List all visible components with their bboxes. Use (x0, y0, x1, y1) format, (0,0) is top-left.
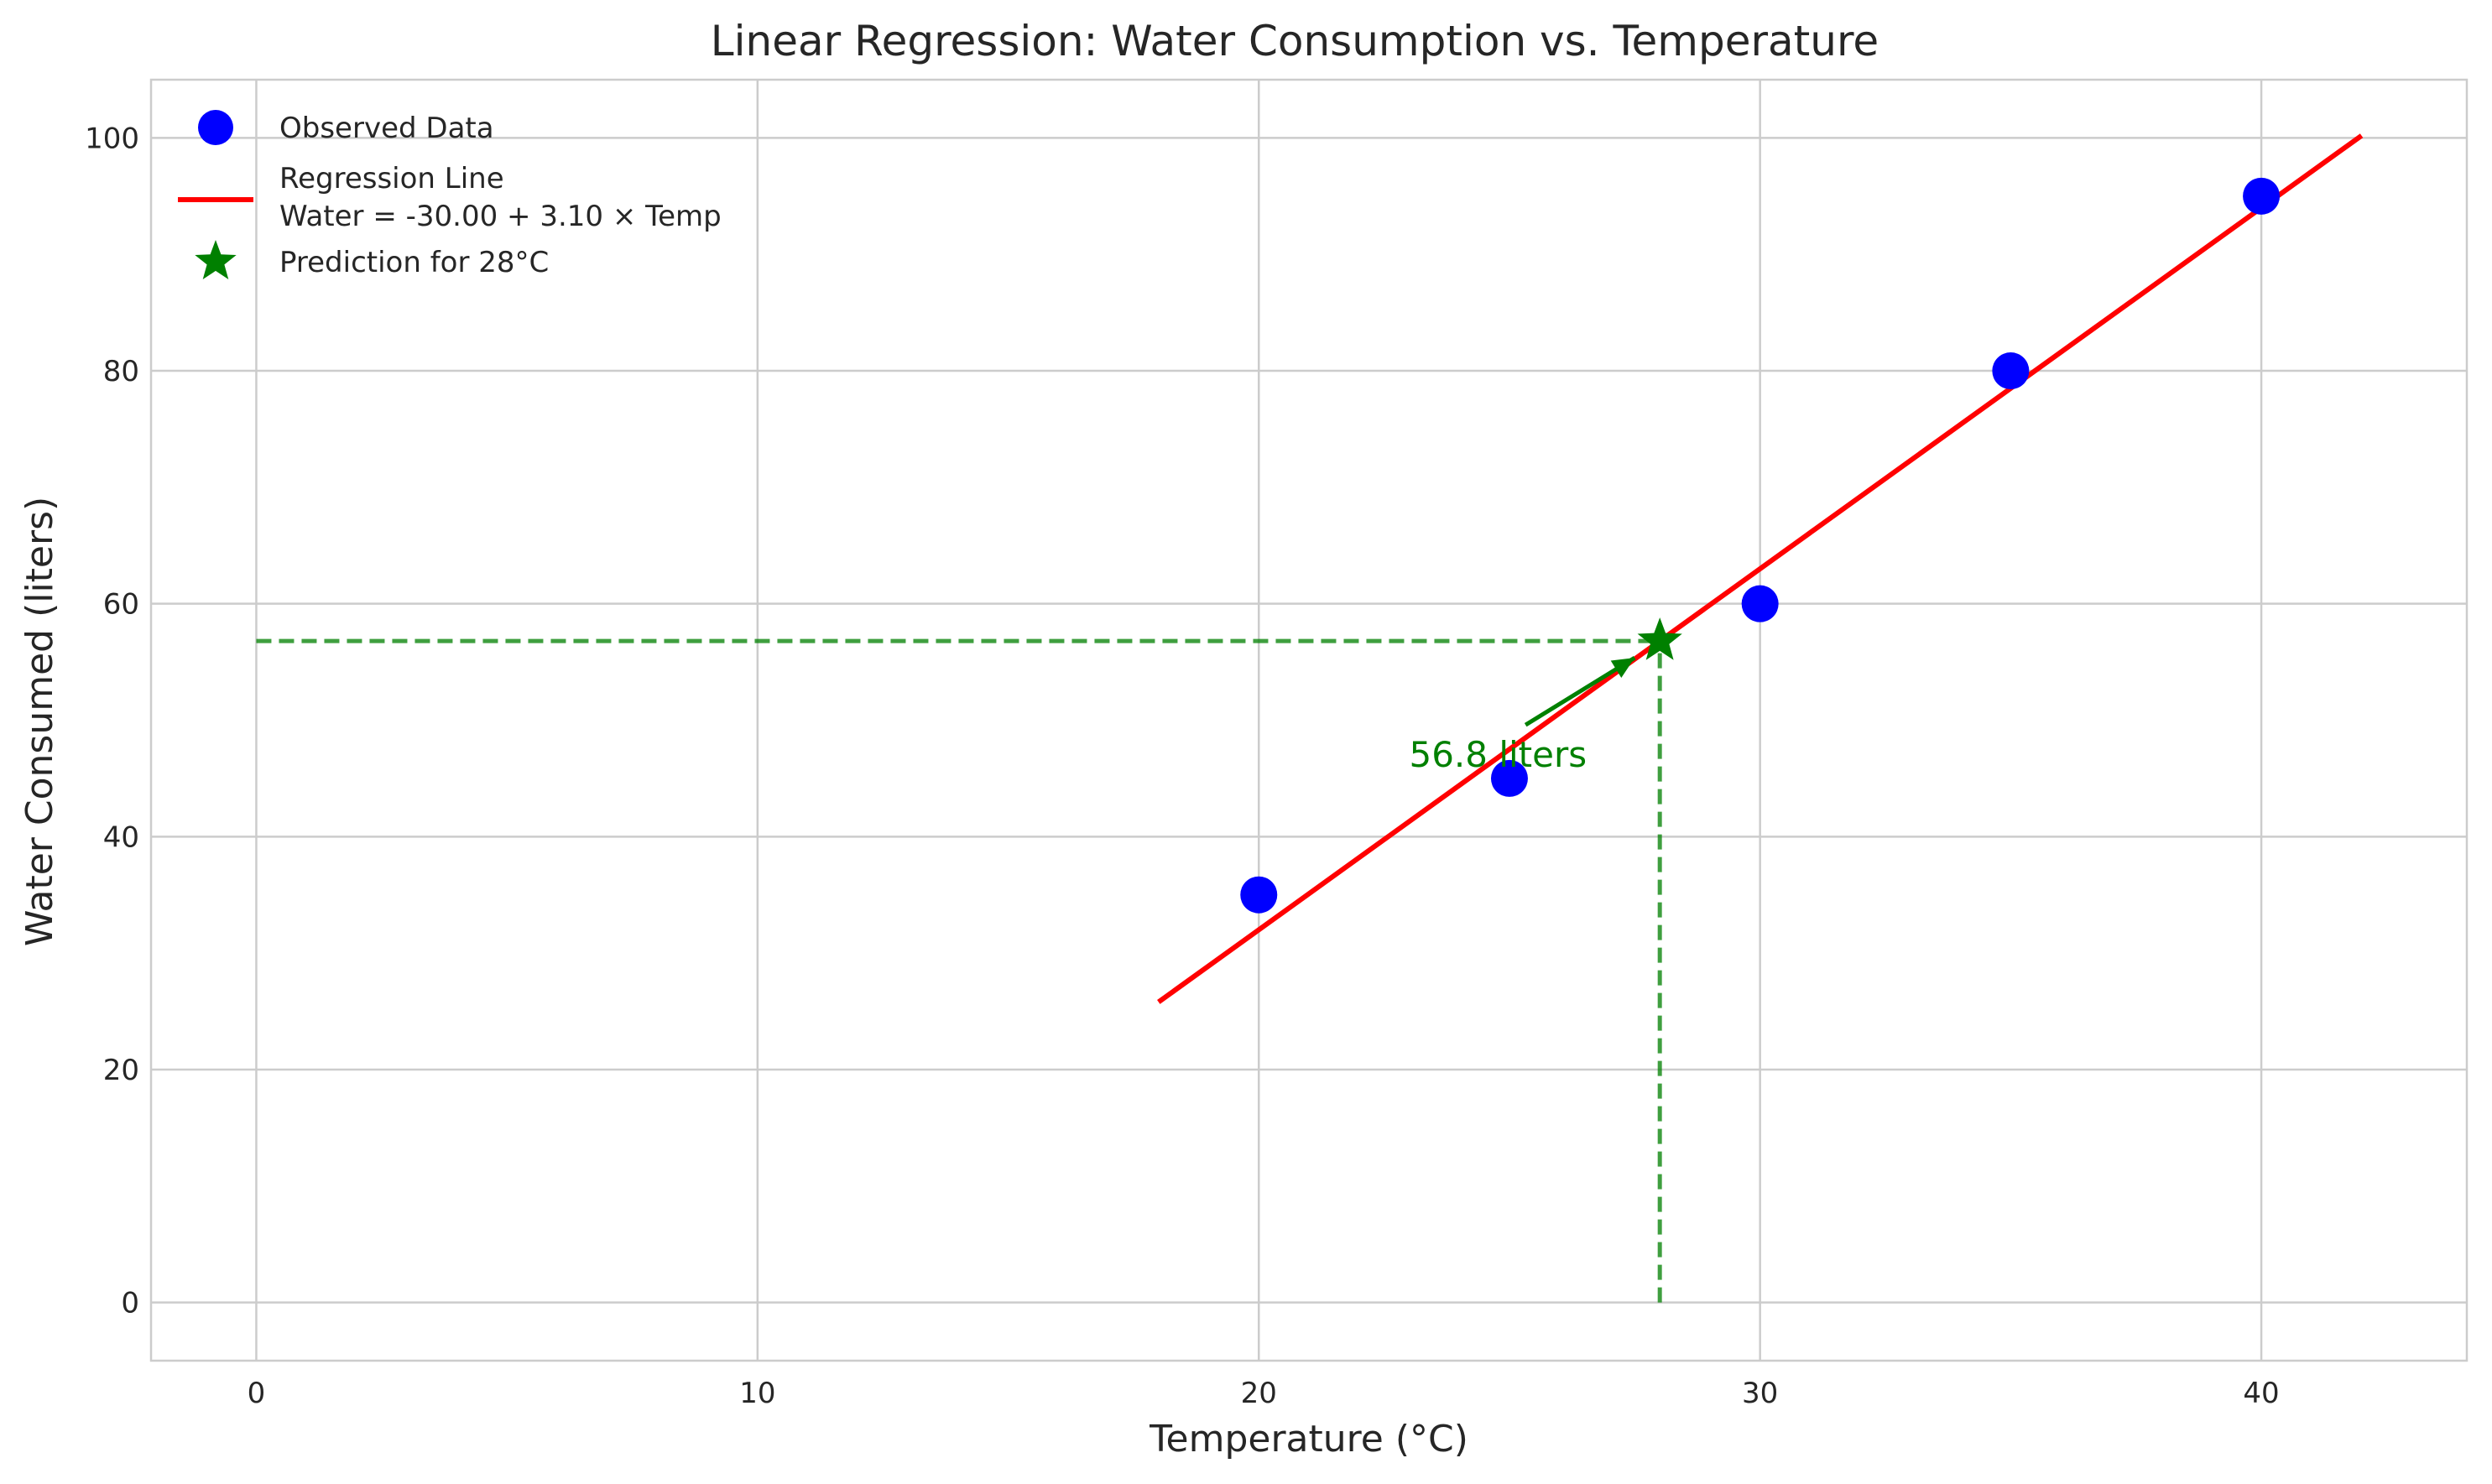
y-tick-label: 80 (103, 355, 139, 388)
data-point (1240, 876, 1278, 914)
legend-label: Prediction for 28°C (279, 246, 549, 279)
x-tick-label: 0 (248, 1377, 266, 1410)
x-tick-label: 10 (739, 1377, 775, 1410)
x-tick-label: 30 (1742, 1377, 1778, 1410)
y-tick-label: 60 (103, 588, 139, 622)
data-point (1490, 759, 1528, 797)
regression-line (1157, 133, 2364, 1004)
y-tick-label: 100 (85, 122, 139, 155)
y-tick-label: 40 (103, 820, 139, 854)
data-point (1992, 352, 2030, 390)
prediction-star (1637, 617, 1682, 660)
x-axis-label: Temperature (°C) (1149, 1418, 1468, 1461)
y-tick-label: 0 (121, 1287, 139, 1320)
plot-frame (149, 78, 2469, 1362)
legend-label: Regression Line (279, 162, 504, 195)
x-tick-label: 20 (1241, 1377, 1277, 1410)
data-point (1741, 585, 1779, 622)
chart-title: Linear Regression: Water Consumption vs.… (711, 17, 1879, 65)
legend-label: Observed Data (279, 112, 494, 145)
annotation-label: 56.8 liters (1409, 734, 1587, 775)
x-tick-label: 40 (2243, 1377, 2279, 1410)
legend-marker-prediction (195, 240, 237, 279)
annotation-arrowhead (1610, 658, 1635, 678)
data-point (2243, 177, 2281, 215)
y-axis-label: Water Consumed (liters) (18, 497, 61, 946)
plot-area: 0 10 20 30 40 0 20 40 60 80 100 56.8 liters Observed… (85, 78, 2469, 1410)
y-tick-label: 20 (103, 1054, 139, 1087)
legend-label: Water = -30.00 + 3.10 × Temp (279, 200, 722, 233)
legend-marker-observed (198, 110, 233, 145)
